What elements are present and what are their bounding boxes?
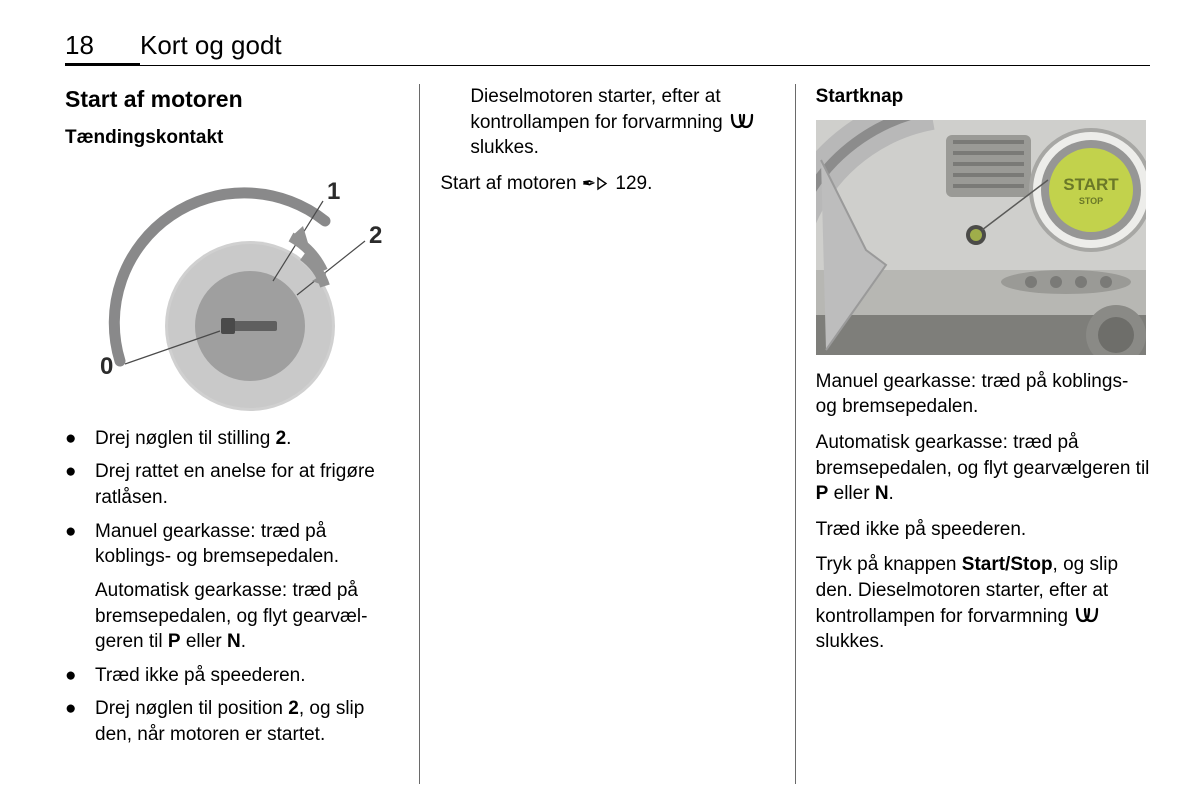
bullet-icon: ● (65, 696, 95, 747)
column-1: Start af motoren Tændingskontakt (65, 84, 417, 784)
preheat-icon (1073, 606, 1099, 625)
diesel-note: Dieselmotoren starter, efter at kontroll… (440, 84, 774, 161)
bullet-list: ● Drej nøglen til stilling 2. ● Drej rat… (65, 426, 399, 748)
para-speeder: Træd ikke på speederen. (816, 517, 1150, 543)
bullet-icon: ● (65, 426, 95, 452)
list-item: ● Drej nøglen til position 2, og slip de… (65, 696, 399, 747)
chapter-title: Kort og godt (140, 30, 282, 61)
bullet-icon: ● (65, 663, 95, 689)
preheat-icon (728, 112, 754, 131)
body-columns: Start af motoren Tændingskontakt (65, 84, 1150, 784)
column-divider (795, 84, 796, 784)
subsection-heading: Startknap (816, 84, 1150, 110)
subsection-heading: Tændingskontakt (65, 125, 399, 151)
column-2: Dieselmotoren starter, efter at kontroll… (422, 84, 792, 784)
page-number: 18 (65, 30, 140, 66)
ignition-label-1: 1 (327, 178, 340, 205)
list-item: ● Manuel gearkasse: træd på koblings- og… (65, 519, 399, 655)
list-item: ● Træd ikke på speederen. (65, 663, 399, 689)
cross-ref: Start af motoren ✒ 129. (440, 171, 774, 197)
start-button-text: START (1063, 175, 1119, 194)
ignition-label-2: 2 (369, 222, 382, 249)
column-3: Startknap (798, 84, 1150, 784)
bullet-icon: ● (65, 459, 95, 510)
para-manual: Manuel gearkasse: træd på koblings- og b… (816, 369, 1150, 420)
stop-button-subtext: STOP (1078, 196, 1102, 206)
ignition-label-0: 0 (100, 353, 113, 380)
page-header: 18 Kort og godt (65, 30, 1150, 66)
list-item: ● Drej rattet en anelse for at frigøre r… (65, 459, 399, 510)
startbutton-figure: START STOP (816, 120, 1146, 355)
para-auto: Automatisk gearkasse: træd på bremsepeda… (816, 430, 1150, 507)
section-heading: Start af motoren (65, 84, 399, 115)
ignition-figure: 0 1 2 (65, 161, 385, 416)
bullet-icon: ● (65, 519, 95, 655)
para-startstop: Tryk på knappen Start/Stop, og slip den.… (816, 552, 1150, 655)
ref-arrow-icon: ✒ (582, 174, 596, 193)
column-divider (419, 84, 420, 784)
list-item: ● Drej nøglen til stilling 2. (65, 426, 399, 452)
